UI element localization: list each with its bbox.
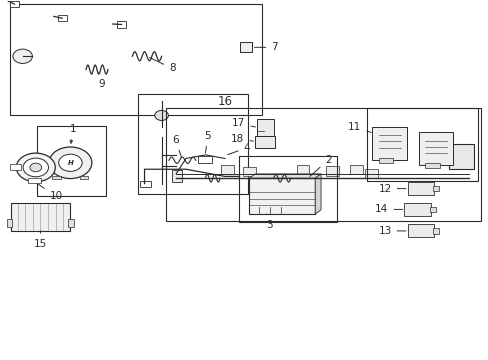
FancyBboxPatch shape	[257, 120, 273, 136]
Text: 3: 3	[266, 214, 273, 230]
Text: 14: 14	[374, 204, 402, 215]
Bar	[80, 176, 88, 179]
Bar	[296, 165, 309, 174]
Bar	[448, 144, 473, 169]
Circle shape	[30, 163, 41, 172]
FancyBboxPatch shape	[418, 132, 452, 165]
Bar	[11, 203, 70, 231]
FancyBboxPatch shape	[407, 182, 433, 195]
Bar	[138, 94, 248, 194]
Bar	[243, 167, 255, 176]
Text: 12: 12	[378, 184, 405, 194]
Polygon shape	[315, 174, 321, 214]
FancyBboxPatch shape	[407, 225, 433, 237]
FancyBboxPatch shape	[371, 127, 406, 159]
Bar	[349, 165, 362, 174]
Bar	[249, 178, 315, 214]
Bar	[166, 108, 480, 221]
Bar	[140, 181, 151, 187]
Bar	[424, 163, 439, 168]
Bar	[238, 156, 336, 222]
Bar	[172, 170, 182, 182]
Bar	[325, 166, 338, 176]
FancyBboxPatch shape	[255, 135, 274, 148]
Circle shape	[155, 111, 168, 121]
Text: 5: 5	[204, 131, 211, 153]
Text: 8: 8	[149, 58, 175, 73]
Bar	[364, 169, 377, 178]
Bar	[429, 207, 435, 212]
Bar	[58, 15, 66, 22]
FancyBboxPatch shape	[404, 203, 430, 216]
Bar	[52, 176, 61, 179]
Bar	[68, 220, 74, 227]
Text: 15: 15	[34, 231, 47, 249]
Text: 10: 10	[38, 184, 62, 202]
Circle shape	[13, 49, 32, 63]
Bar	[6, 220, 12, 227]
Bar	[27, 178, 41, 183]
Bar	[117, 21, 126, 28]
Bar	[366, 108, 477, 181]
Bar	[10, 4, 261, 116]
Circle shape	[16, 153, 55, 182]
Text: 9: 9	[98, 72, 105, 89]
Circle shape	[23, 158, 48, 177]
Text: 13: 13	[378, 226, 405, 236]
Bar	[10, 164, 21, 170]
Text: 6: 6	[172, 135, 181, 158]
Text: 7: 7	[254, 42, 277, 52]
Bar	[10, 1, 19, 8]
Bar	[37, 126, 105, 196]
Bar	[378, 158, 392, 163]
Text: 4: 4	[227, 143, 250, 155]
Circle shape	[59, 154, 82, 171]
Text: 17: 17	[232, 118, 255, 128]
Bar	[221, 165, 233, 174]
Text: H: H	[67, 160, 73, 166]
Text: 1: 1	[69, 124, 76, 143]
Text: 11: 11	[347, 122, 370, 132]
Circle shape	[49, 147, 92, 179]
Bar	[429, 153, 448, 163]
Bar	[198, 156, 211, 163]
Text: 16: 16	[217, 95, 232, 108]
Bar	[432, 186, 438, 192]
Polygon shape	[249, 174, 321, 178]
Text: 18: 18	[231, 134, 253, 144]
Text: 2: 2	[309, 155, 331, 176]
Bar	[239, 42, 251, 52]
Bar	[432, 228, 438, 234]
